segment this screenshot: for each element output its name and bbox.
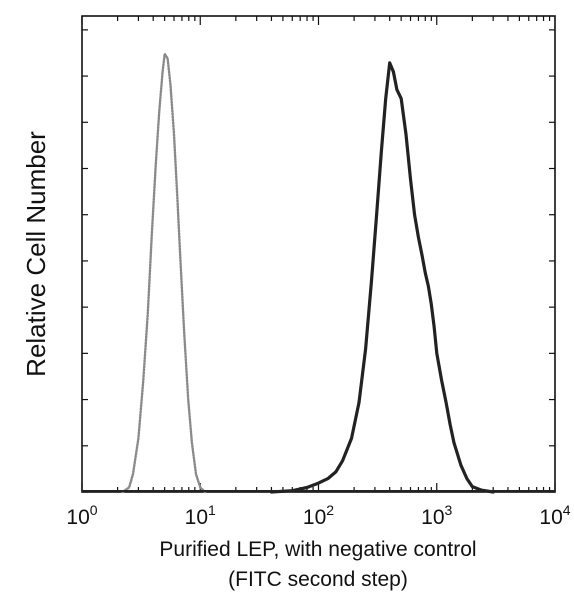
series-layer [82,52,555,494]
x-tick-label: 104 [539,502,570,529]
y-axis-title: Relative Cell Number [21,131,51,377]
x-tick-label: 103 [421,502,452,529]
x-axis-title-line-2: (FITC second step) [228,568,408,591]
lep-stained-curve [269,61,495,494]
plot-frame [81,15,556,493]
x-axis-ticks [81,16,556,492]
x-axis-title-line-1: Purified LEP, with negative control [159,538,476,561]
x-tick-label: 101 [185,502,216,529]
negative-control-curve [121,52,207,494]
x-tick-labels: 100 101 102 103 104 [66,502,570,529]
x-tick-label: 100 [66,502,97,529]
x-tick-label: 102 [303,502,334,529]
y-axis-ticks [82,29,555,493]
